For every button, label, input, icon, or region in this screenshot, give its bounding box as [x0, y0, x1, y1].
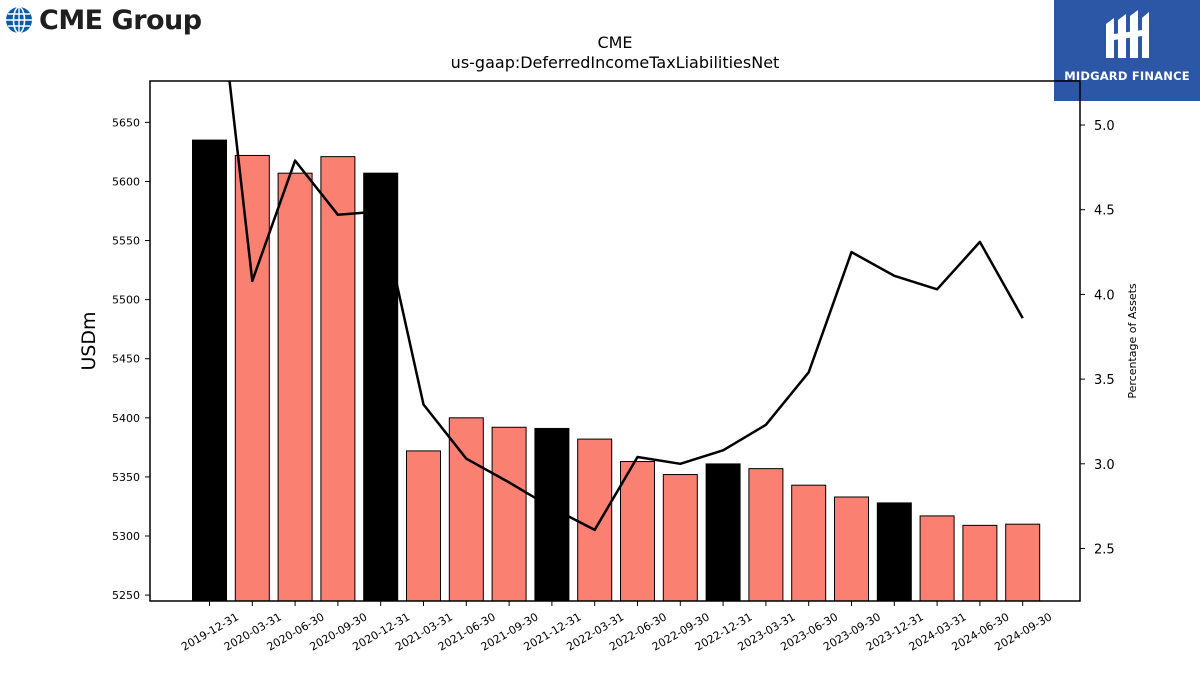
- midgard-finance-logo: MIDGARD FINANCE: [1054, 0, 1200, 101]
- bar: [705, 463, 741, 602]
- y-tick-label: 5600: [112, 175, 140, 188]
- bars-layer: [192, 139, 1041, 602]
- y2-tick-label: 4.5: [1094, 204, 1115, 219]
- bar: [406, 450, 441, 602]
- bar: [791, 484, 827, 602]
- y2-tick-label: 2.5: [1094, 542, 1115, 557]
- y-tick-label: 5350: [112, 471, 140, 484]
- y-tick-label: 5650: [112, 116, 140, 129]
- bar: [962, 524, 998, 602]
- y2-tick-label: 5.0: [1094, 119, 1115, 134]
- bar: [662, 474, 698, 602]
- bar: [277, 172, 313, 602]
- cme-group-logo-text: CME Group: [39, 4, 202, 36]
- bar: [363, 172, 399, 602]
- y-tick-label: 5300: [112, 530, 140, 543]
- y-tick-label: 5250: [112, 589, 140, 602]
- bar: [491, 426, 527, 602]
- bar: [876, 502, 912, 602]
- y2-axis-label: Percentage of Assets: [1126, 283, 1139, 399]
- plot-frame: [149, 80, 1081, 602]
- x-axis: 2019-12-312020-03-312020-06-302020-09-30…: [179, 601, 1054, 654]
- midgard-finance-logo-text: MIDGARD FINANCE: [1064, 69, 1190, 83]
- bar: [919, 515, 955, 602]
- bar: [1005, 523, 1041, 602]
- y-tick-label: 5550: [112, 235, 140, 248]
- bar: [620, 461, 655, 602]
- midgard-m-icon: [1106, 10, 1149, 58]
- line-layer: [228, 81, 1024, 532]
- chart-title: CME: [597, 33, 632, 52]
- y-axis-left: 5250 5300 5350 5400 5450 5500 5550 5600 5650: [112, 116, 150, 602]
- bar: [320, 156, 356, 602]
- globe-icon: [6, 6, 32, 34]
- bar: [577, 438, 613, 602]
- y-tick-label: 5500: [112, 294, 140, 307]
- bar: [192, 139, 227, 602]
- y2-tick-label: 4.0: [1094, 288, 1115, 303]
- y2-tick-label: 3.5: [1094, 373, 1115, 388]
- y2-tick-label: 3.0: [1094, 458, 1115, 473]
- bar: [234, 154, 270, 602]
- chart-subtitle: us-gaap:DeferredIncomeTaxLiabilitiesNet: [451, 53, 780, 72]
- y-axis-right: 2.5 3.0 3.5 4.0 4.5 5.0: [1080, 119, 1115, 557]
- bar: [834, 496, 869, 602]
- bar: [448, 417, 484, 602]
- bar: [748, 468, 784, 602]
- y-tick-label: 5450: [112, 353, 140, 366]
- y-tick-label: 5400: [112, 412, 140, 425]
- percentage-line: [228, 81, 1024, 532]
- cme-group-logo: CME Group: [4, 2, 202, 38]
- y-axis-label: USDm: [78, 311, 100, 370]
